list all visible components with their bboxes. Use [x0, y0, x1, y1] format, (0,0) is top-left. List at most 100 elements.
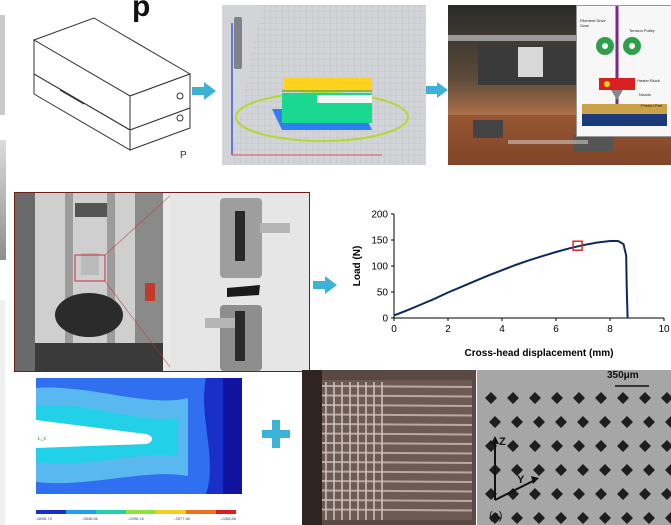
flow-arrow-2 — [426, 82, 448, 98]
flow-arrow-3 — [313, 276, 337, 294]
pore — [661, 392, 671, 404]
pore — [511, 416, 523, 428]
pore — [621, 464, 633, 476]
y-tick-label: 0 — [382, 314, 388, 325]
pore — [485, 392, 497, 404]
legend-tick: -3977.86 — [174, 516, 190, 521]
panel-label-a: (a) — [489, 510, 503, 522]
y-tick-label: 50 — [377, 288, 389, 299]
pore — [643, 464, 655, 476]
filament-strand — [321, 432, 473, 436]
y-tick-label: 100 — [371, 262, 388, 273]
x-tick-label: 2 — [445, 324, 451, 335]
pore — [533, 512, 545, 524]
y-tick-label: 200 — [371, 210, 388, 221]
left-edge-sliver-top — [0, 15, 5, 115]
fracture-surface-photo — [302, 370, 476, 525]
fea-legend-ticks: -6898.75 -3848.86 -2098.16 -3977.86 -226… — [36, 516, 236, 521]
pore — [511, 464, 523, 476]
specimen-drawing: P — [20, 10, 195, 170]
extruder-inset: Filament Drive Gear Tension Pulley Heate… — [576, 5, 671, 137]
svg-text:L_x: L_x — [38, 436, 47, 442]
sem-micrograph: 350μm Z Y (a) — [477, 370, 671, 525]
legend-tick: -2268.86 — [220, 516, 236, 521]
pore — [617, 488, 629, 500]
pore — [489, 512, 501, 524]
filament-strand — [321, 385, 473, 388]
pore — [489, 416, 501, 428]
pore — [511, 512, 523, 524]
pore — [599, 416, 611, 428]
x-axis-label: Cross-head displacement (mm) — [465, 348, 614, 359]
pore — [573, 440, 585, 452]
pore — [573, 392, 585, 404]
flow-arrow-1 — [192, 82, 216, 100]
pore — [577, 416, 589, 428]
label-heater-block: Heater Block — [637, 78, 660, 83]
pore — [617, 392, 629, 404]
header-title-fragment: p — [132, 0, 151, 23]
filament-strand — [321, 451, 473, 455]
left-edge-sliver-mid — [0, 140, 6, 260]
pore — [507, 440, 519, 452]
pore — [507, 392, 519, 404]
pore — [617, 440, 629, 452]
load-curve — [393, 240, 629, 319]
pore — [533, 416, 545, 428]
pore — [643, 512, 655, 524]
pore — [639, 440, 651, 452]
pore — [599, 464, 611, 476]
filament-strand — [321, 499, 473, 502]
slicer-preview — [222, 5, 426, 165]
legend-tick: -6898.75 — [36, 516, 52, 521]
label-printed-part: Printed Part — [641, 103, 663, 108]
pore — [577, 464, 589, 476]
x-tick-label: 4 — [499, 324, 505, 335]
pore — [599, 512, 611, 524]
y-tick-label: 150 — [371, 236, 388, 247]
pore — [595, 488, 607, 500]
pore — [665, 512, 671, 524]
pore — [621, 512, 633, 524]
label-nozzle: Nozzle — [639, 92, 652, 97]
left-edge-sliver-bottom — [0, 300, 5, 525]
filament-strand — [321, 480, 473, 483]
pore — [665, 464, 671, 476]
filament-strand — [321, 470, 473, 474]
filament-strand — [321, 442, 473, 445]
x-tick-label: 0 — [391, 324, 397, 335]
pore — [533, 464, 545, 476]
pore — [661, 488, 671, 500]
pore — [595, 392, 607, 404]
label-tension-pulley: Tension Pulley — [629, 28, 655, 33]
pore — [529, 440, 541, 452]
filament-strand — [321, 413, 473, 417]
pore — [639, 392, 651, 404]
x-tick-label: 6 — [553, 324, 559, 335]
filament-strand — [321, 489, 473, 493]
filament-strand — [321, 508, 473, 512]
pore — [555, 464, 567, 476]
pore — [577, 512, 589, 524]
y-axis-label: Load (N) — [352, 246, 363, 287]
printer-photo: Filament Drive Gear Tension Pulley Heate… — [448, 5, 671, 165]
tensile-test-photo — [14, 192, 310, 372]
legend-tick: -3848.86 — [82, 516, 98, 521]
filament-strand — [321, 394, 473, 398]
pore — [639, 488, 651, 500]
filament-strand — [321, 461, 473, 464]
load-label-p: P — [180, 150, 187, 161]
pore — [555, 512, 567, 524]
scale-bar-label: 350μm — [607, 370, 639, 381]
pore — [507, 488, 519, 500]
peak-marker — [572, 240, 583, 251]
pore — [529, 392, 541, 404]
filament-strand — [321, 404, 473, 407]
pore — [529, 488, 541, 500]
axis-z-label: Z — [499, 436, 506, 448]
axis-y-label: Y — [517, 474, 525, 486]
pore — [661, 440, 671, 452]
x-tick-label: 10 — [658, 324, 670, 335]
pore — [665, 416, 671, 428]
